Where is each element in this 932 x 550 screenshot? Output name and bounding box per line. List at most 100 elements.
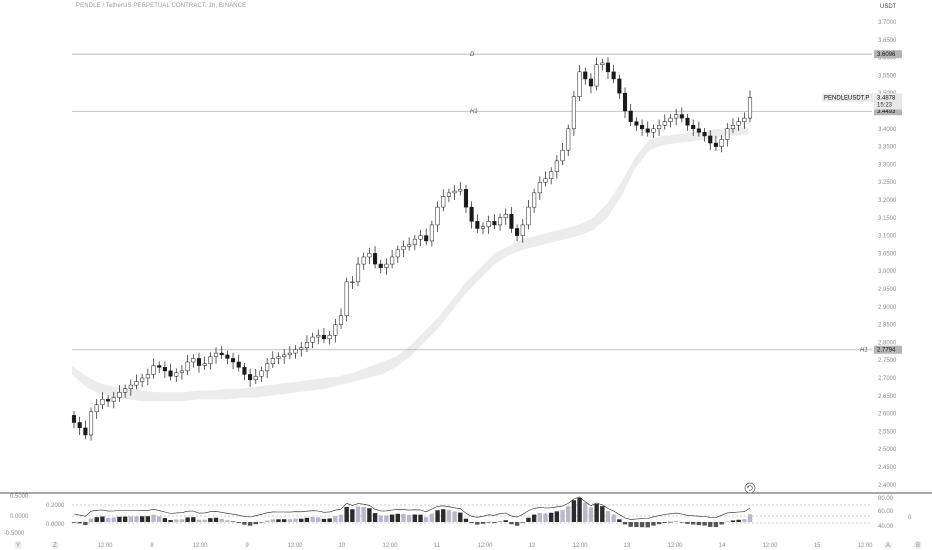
candle-up [384,263,389,268]
candle-down [713,142,718,147]
osc-line [73,496,751,520]
osc-histogram-bar [77,522,82,524]
osc-histogram-bar [71,522,77,523]
candle-up [480,226,486,229]
button-a-label: A [886,543,890,549]
time-tick: 12:00 [762,543,778,549]
candle-down [622,92,628,112]
candle-up [600,62,605,65]
candle-up [435,206,440,226]
osc-right-tick: 60.00 [878,509,894,515]
price-tick: 2.9000 [878,305,897,311]
moving-average-band [72,127,748,402]
price-tick: 2.6000 [878,412,897,418]
price-tick: 3.1500 [878,216,897,222]
osc-histogram-bar [622,522,628,525]
osc-histogram-bar [213,517,219,522]
candle-down [475,221,480,229]
reset-chart-icon[interactable] [744,482,756,494]
osc-histogram-bar [611,514,616,522]
button-y[interactable] [14,541,22,549]
osc-histogram-bar [560,510,565,522]
osc-histogram-bar [225,520,230,522]
osc-histogram-bar [673,520,679,522]
osc-histogram-bar [713,522,719,528]
candle-down [605,62,611,73]
time-tick: 12:00 [477,543,493,549]
osc-histogram-bar [157,516,162,522]
osc-histogram-bar [656,522,662,525]
price-tick: 3.6500 [878,38,897,44]
candle-up [338,315,344,325]
osc-histogram-bar [253,522,258,525]
time-tick: 13 [624,543,631,549]
osc-histogram-bar [458,512,463,522]
osc-histogram-bar [429,513,435,522]
level-label: H1 [470,109,478,115]
symbol-badge [822,93,873,102]
osc-histogram-bar [679,522,685,523]
candle-up [571,96,576,130]
button-z[interactable] [51,541,59,549]
candle-down [509,213,514,229]
osc-histogram-bar [435,510,440,522]
candle-up [253,375,258,381]
candle-up [208,356,213,365]
osc-histogram-bar [242,522,247,525]
currency-label[interactable]: USDT [880,4,897,10]
candle-up [355,263,361,283]
candle-down [378,263,383,268]
candle-up [185,361,190,372]
osc-histogram-bar [583,502,588,522]
price-axis[interactable]: 3.70003.65003.60003.55003.50003.45003.40… [878,20,897,489]
osc-histogram-bar [742,519,747,522]
osc-left-tick: 0.5000 [10,494,29,500]
candle-up [452,190,457,194]
button-a[interactable] [884,541,892,549]
osc-side-label: 0 [908,515,912,521]
candle-down [71,415,77,423]
candle-up [316,335,321,338]
level-price-badge [874,345,902,354]
osc-histogram-bar [117,516,122,522]
time-axis[interactable]: 12:00 8 12:00 9 12:00 10 12:00 11 12:00 12 12:00 13… [97,543,873,549]
osc-histogram-bar [355,506,361,522]
osc-histogram-bar [486,522,491,523]
bottom-controls[interactable]: Y Z A B [14,541,922,549]
osc-histogram-bar [281,519,287,522]
candle-down [696,128,701,133]
candle-up [293,349,298,354]
price-tick: 2.6500 [878,394,897,400]
candle-up [674,114,679,119]
osc-histogram-bar [196,519,202,522]
price-tick: 3.7000 [878,20,897,26]
osc-histogram-bar [566,506,571,522]
osc-histogram-bar [497,521,503,522]
osc-histogram-bar [304,517,310,522]
osc-left-tick: -0.5000 [4,531,25,537]
candle-up [123,388,128,393]
candle-up [310,336,315,343]
osc-histogram-bar [639,522,645,528]
osc-histogram-bar [384,515,389,522]
countdown-text: 15:23 [877,103,893,109]
candle-down [640,124,645,130]
osc-histogram-bar [708,522,713,527]
osc-left-tick: 0.0000 [46,522,65,528]
osc-histogram-bar [327,518,332,522]
osc-histogram-bar [230,521,236,523]
button-b[interactable] [914,541,922,549]
candle-up [344,281,349,316]
osc-histogram-bar [702,522,707,526]
candle-down [463,189,469,208]
candle-up [179,370,184,373]
time-tick: 12:00 [857,543,873,549]
price-tick: 2.9500 [878,287,897,293]
candle-down [588,78,593,87]
candle-up [174,372,179,377]
osc-histogram-bar [350,509,355,522]
candle-up [327,335,332,340]
candle-up [429,224,434,242]
candle-down [628,110,633,122]
